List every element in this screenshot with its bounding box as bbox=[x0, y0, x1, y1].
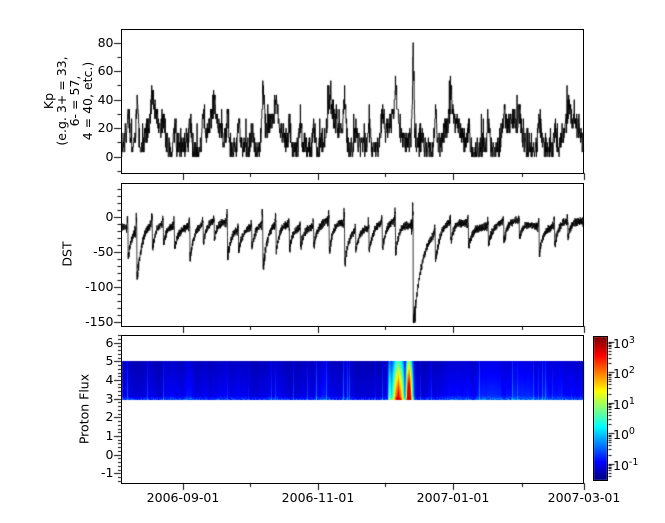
colorbar-tick-label: 100 bbox=[613, 424, 635, 443]
proton_flux-ytick-label: 3 bbox=[105, 391, 114, 406]
dst-ytick-label: 0 bbox=[105, 209, 114, 224]
colorbar-tick-exponent: -1 bbox=[628, 457, 639, 468]
proton_flux-ytick-label: 4 bbox=[105, 372, 114, 387]
colorbar-tick-exponent: 3 bbox=[628, 335, 635, 346]
xtick-label: 2006-11-01 bbox=[281, 490, 355, 505]
kp-ytick-label: 0 bbox=[105, 149, 114, 164]
colorbar-tick-label: 103 bbox=[613, 333, 635, 352]
colorbar-tick-base: 10 bbox=[613, 458, 629, 474]
proton_flux-ytick-label: -1 bbox=[101, 465, 114, 480]
xtick-label: 2006-09-01 bbox=[146, 490, 220, 505]
colorbar-tick-base: 10 bbox=[613, 397, 629, 413]
proton_flux-ytick-label: 1 bbox=[105, 428, 114, 443]
kp-ytick-label: 40 bbox=[97, 92, 114, 107]
colorbar-tick-exponent: 1 bbox=[628, 396, 635, 407]
proton_flux-ytick-label: 5 bbox=[105, 353, 114, 368]
colorbar-tick-exponent: 0 bbox=[628, 426, 635, 437]
colorbar-tick-label: 101 bbox=[613, 394, 635, 413]
proton_flux-ytick-label: 0 bbox=[105, 447, 114, 462]
dst-ytick-label: -150 bbox=[85, 314, 114, 329]
dst-ytick-label: -50 bbox=[93, 244, 114, 259]
xtick-label: 2007-01-01 bbox=[416, 490, 490, 505]
colorbar-tick-base: 10 bbox=[613, 427, 629, 443]
colorbar-tick-base: 10 bbox=[613, 336, 629, 352]
colorbar-tick-label: 10-1 bbox=[613, 455, 638, 474]
xtick-label: 2007-03-01 bbox=[547, 490, 621, 505]
proton_flux-ytick-label: 6 bbox=[105, 335, 114, 350]
kp-ytick-label: 80 bbox=[97, 35, 114, 50]
kp-ytick-label: 60 bbox=[97, 63, 114, 78]
kp-ytick-label: 20 bbox=[97, 120, 114, 135]
colorbar-tick-exponent: 2 bbox=[628, 365, 635, 376]
dst-ytick-label: -100 bbox=[85, 279, 114, 294]
colorbar-tick-label: 102 bbox=[613, 363, 635, 382]
colorbar-tick-base: 10 bbox=[613, 366, 629, 382]
proton_flux-ytick-label: 2 bbox=[105, 409, 114, 424]
